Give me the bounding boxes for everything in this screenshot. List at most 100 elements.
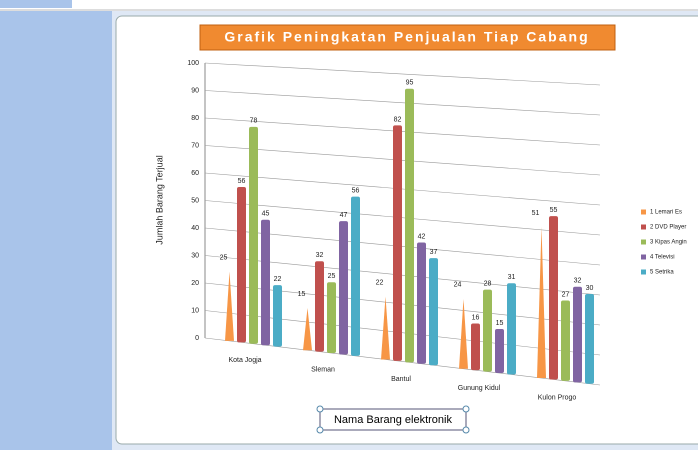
data-label: 55 xyxy=(550,207,558,214)
bar xyxy=(561,300,570,381)
x-tick-label: Gunung Kidul xyxy=(458,385,501,392)
grid-line xyxy=(204,310,601,356)
y-tick-label: 40 xyxy=(191,225,199,232)
data-label: 56 xyxy=(352,187,360,194)
data-label: 95 xyxy=(406,80,414,87)
bar xyxy=(471,323,480,371)
cone xyxy=(303,307,312,351)
bar xyxy=(573,286,582,383)
data-label: 32 xyxy=(574,278,582,285)
data-label: 82 xyxy=(394,116,402,123)
data-label: 47 xyxy=(340,212,348,219)
bar xyxy=(549,216,558,380)
data-label: 15 xyxy=(496,320,504,327)
grid-line xyxy=(204,282,601,326)
cone xyxy=(381,296,390,360)
data-label: 28 xyxy=(484,280,492,287)
data-label: 51 xyxy=(532,210,540,217)
bar xyxy=(273,285,282,347)
y-tick-label: 80 xyxy=(191,115,199,122)
bar xyxy=(351,196,360,356)
chart-title: Grafik Peningkatan Penjualan Tiap Cabang xyxy=(224,29,589,45)
data-label: 78 xyxy=(250,118,258,125)
handle[interactable] xyxy=(462,405,470,413)
data-label: 15 xyxy=(298,291,306,298)
legend-label: 5 Setrika xyxy=(650,270,674,276)
handle[interactable] xyxy=(462,426,470,434)
grid-line xyxy=(204,200,601,236)
grid-line xyxy=(204,117,601,146)
x-tick-label: Bantul xyxy=(391,376,411,383)
bar xyxy=(327,282,336,354)
grid-line xyxy=(204,145,601,176)
bar xyxy=(393,125,402,361)
bar xyxy=(339,221,348,355)
cone xyxy=(537,226,546,379)
x-tick-label: Kota Jogja xyxy=(228,357,261,364)
grid-line xyxy=(204,255,601,296)
cone xyxy=(459,298,468,369)
data-label: 30 xyxy=(586,285,594,292)
bar xyxy=(249,126,258,344)
data-label: 56 xyxy=(238,178,246,185)
handle[interactable] xyxy=(316,405,324,413)
cone xyxy=(225,271,234,341)
bar xyxy=(585,293,594,384)
top-tab xyxy=(0,0,72,8)
y-tick-label: 50 xyxy=(191,197,199,204)
data-label: 24 xyxy=(454,282,462,289)
bar xyxy=(261,219,270,346)
grid-line xyxy=(204,62,601,86)
legend-swatch xyxy=(641,224,646,230)
y-tick-label: 70 xyxy=(191,142,199,149)
legend-label: 1 Lemari Es xyxy=(650,210,682,216)
data-label: 32 xyxy=(316,252,324,259)
grid-line xyxy=(204,90,601,116)
legend-swatch xyxy=(641,269,646,275)
data-label: 16 xyxy=(472,314,480,321)
y-tick-label: 90 xyxy=(191,87,199,94)
data-label: 42 xyxy=(418,233,426,240)
bar xyxy=(405,88,414,363)
data-label: 22 xyxy=(376,279,384,286)
data-label: 25 xyxy=(328,273,336,280)
bar xyxy=(495,328,504,374)
data-label: 22 xyxy=(274,276,282,283)
x-axis-title: Nama Barang elektronik xyxy=(334,414,453,426)
grid-line xyxy=(204,227,601,266)
legend-label: 4 Televisi xyxy=(650,255,675,261)
legend-label: 2 DVD Player xyxy=(650,225,686,231)
x-tick-label: Kulon Progo xyxy=(538,394,577,401)
grid-line xyxy=(204,337,601,386)
title-box xyxy=(199,24,616,51)
legend-swatch xyxy=(641,239,646,245)
legend-swatch xyxy=(641,254,646,260)
legend-swatch xyxy=(641,209,646,215)
bar xyxy=(507,283,516,375)
legend-label: 3 Kipas Angin xyxy=(650,240,687,246)
bar xyxy=(483,289,492,372)
bar xyxy=(315,261,324,352)
handle[interactable] xyxy=(316,426,324,434)
y-tick-label: 0 xyxy=(195,335,199,342)
y-axis-title: Jumlah Barang Terjual xyxy=(154,155,164,244)
y-tick-label: 20 xyxy=(191,280,199,287)
x-title-box[interactable] xyxy=(319,408,467,431)
data-label: 25 xyxy=(220,255,228,262)
data-label: 45 xyxy=(262,211,270,218)
y-tick-label: 100 xyxy=(187,60,199,67)
bar xyxy=(429,258,438,366)
bar xyxy=(237,187,246,343)
grid-line xyxy=(204,172,601,206)
bar xyxy=(417,242,426,364)
data-label: 37 xyxy=(430,249,438,256)
data-label: 31 xyxy=(508,274,516,281)
x-tick-label: Sleman xyxy=(311,367,335,374)
side-panel xyxy=(0,11,112,450)
data-label: 27 xyxy=(562,291,570,298)
y-tick-label: 30 xyxy=(191,252,199,259)
y-tick-label: 60 xyxy=(191,170,199,177)
y-tick-label: 10 xyxy=(191,307,199,314)
